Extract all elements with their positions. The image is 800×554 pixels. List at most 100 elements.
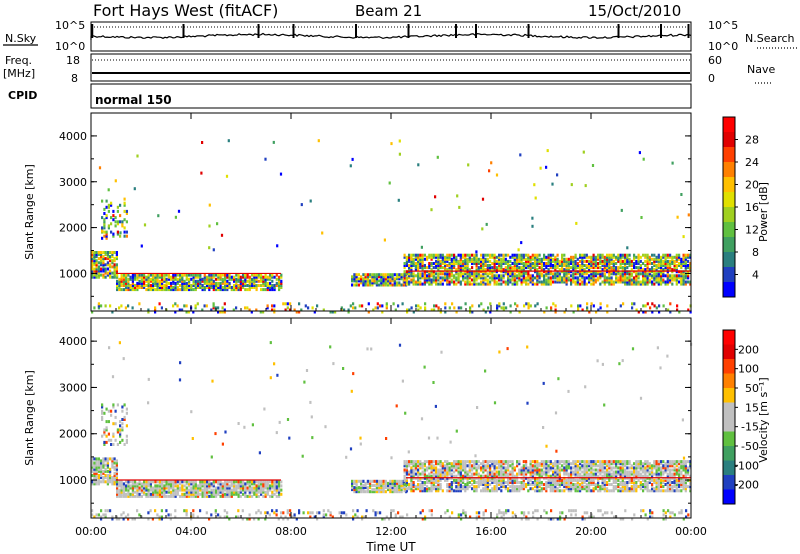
range-gate-cell [246, 273, 249, 277]
range-gate-cell [152, 492, 155, 496]
range-gate-cell [357, 277, 360, 281]
range-gate-cell [93, 467, 96, 471]
range-gate-cell [138, 494, 141, 498]
range-gate-cell [275, 484, 278, 488]
colorbar-tick-label: 12 [745, 224, 759, 237]
range-gate-cell [507, 462, 510, 466]
range-gate-cell [217, 286, 220, 289]
range-gate-cell [653, 276, 656, 280]
range-gate-cell [435, 253, 438, 257]
range-gate-cell [531, 481, 534, 484]
range-gate-cell [181, 308, 184, 312]
range-gate-cell [278, 492, 281, 496]
range-gate-cell [567, 266, 570, 270]
range-gate-cell [572, 264, 575, 267]
range-gate-cell [529, 468, 532, 472]
range-gate-cell [513, 272, 516, 276]
range-gate-cell [122, 490, 125, 494]
velocity-data-layer [91, 341, 693, 521]
range-gate-cell [525, 259, 528, 263]
range-gate-cell [599, 472, 602, 476]
range-gate-cell [188, 490, 191, 494]
range-gate-cell [194, 484, 197, 488]
range-gate-cell [134, 484, 137, 488]
range-gate-cell [262, 310, 265, 314]
range-gate-cell [441, 278, 444, 282]
range-gate-cell [592, 481, 595, 484]
range-gate-cell [161, 288, 164, 292]
range-gate-cell [212, 494, 215, 498]
range-gate-cell [552, 481, 555, 484]
range-gate-cell [498, 274, 501, 278]
range-gate-cell [624, 276, 627, 280]
range-gate-cell [278, 480, 281, 484]
range-gate-cell [435, 259, 438, 263]
range-gate-cell [391, 490, 394, 494]
range-gate-cell [666, 259, 669, 263]
range-gate-cell [262, 494, 265, 498]
range-gate-cell [109, 304, 112, 308]
range-gate-cell [504, 481, 507, 484]
range-gate-cell [464, 472, 467, 476]
range-gate-cell [619, 276, 622, 280]
range-gate-cell [197, 284, 200, 287]
range-gate-cell [453, 282, 456, 286]
range-gate-cell [606, 470, 609, 474]
range-gate-cell [408, 255, 411, 259]
range-gate-cell [552, 470, 555, 474]
range-gate-cell [518, 253, 521, 257]
range-gate-cell [522, 478, 525, 482]
range-gate-cell [651, 266, 654, 270]
range-gate-cell [466, 483, 469, 486]
range-gate-cell [219, 284, 222, 287]
range-gate-cell [498, 266, 501, 270]
range-gate-cell [617, 266, 620, 270]
range-gate-cell [152, 281, 155, 285]
range-gate-cell [221, 281, 224, 285]
range-gate-cell [223, 302, 226, 306]
range-gate-cell [398, 490, 401, 494]
range-gate-cell [527, 489, 530, 493]
range-gate-cell [100, 304, 103, 308]
range-gate-cell [113, 467, 116, 471]
range-gate-cell [156, 484, 159, 488]
range-gate-cell [570, 278, 573, 282]
range-gate-cell [156, 486, 159, 490]
range-gate-cell [669, 266, 672, 270]
range-gate-cell [657, 462, 660, 466]
range-gate-cell [102, 463, 105, 467]
range-gate-cell [489, 478, 492, 482]
range-gate-cell [421, 462, 424, 466]
range-gate-cell [446, 489, 449, 493]
range-gate-cell [106, 463, 109, 467]
range-gate-cell [642, 464, 645, 468]
range-gate-cell [624, 282, 627, 286]
range-gate-cell [403, 478, 406, 482]
range-gate-cell [657, 255, 660, 259]
range-gate-cell [603, 472, 606, 476]
range-gate-cell [410, 489, 413, 493]
range-gate-cell [484, 264, 487, 267]
range-gate-cell [106, 476, 109, 480]
range-gate-cell [592, 304, 595, 308]
range-gate-cell [520, 253, 523, 257]
range-gate-cell [531, 264, 534, 267]
range-gate-cell [585, 255, 588, 259]
range-gate-cell [592, 276, 595, 280]
range-gate-cell [660, 268, 663, 272]
range-gate-cell [174, 484, 177, 488]
range-gate-cell [111, 310, 114, 314]
range-gate-cell [181, 288, 184, 292]
range-gate-cell [419, 466, 422, 470]
range-gate-cell [430, 464, 433, 468]
range-gate-cell [567, 278, 570, 282]
range-gate-cell [405, 264, 408, 267]
range-gate-cell [606, 257, 609, 261]
range-gate-cell [109, 271, 112, 275]
range-gate-cell [152, 286, 155, 289]
range-gate-cell [331, 310, 334, 314]
range-gate-cell [163, 275, 166, 279]
range-gate-cell [134, 277, 137, 281]
range-gate-cell [646, 466, 649, 470]
range-gate-cell [122, 488, 125, 492]
